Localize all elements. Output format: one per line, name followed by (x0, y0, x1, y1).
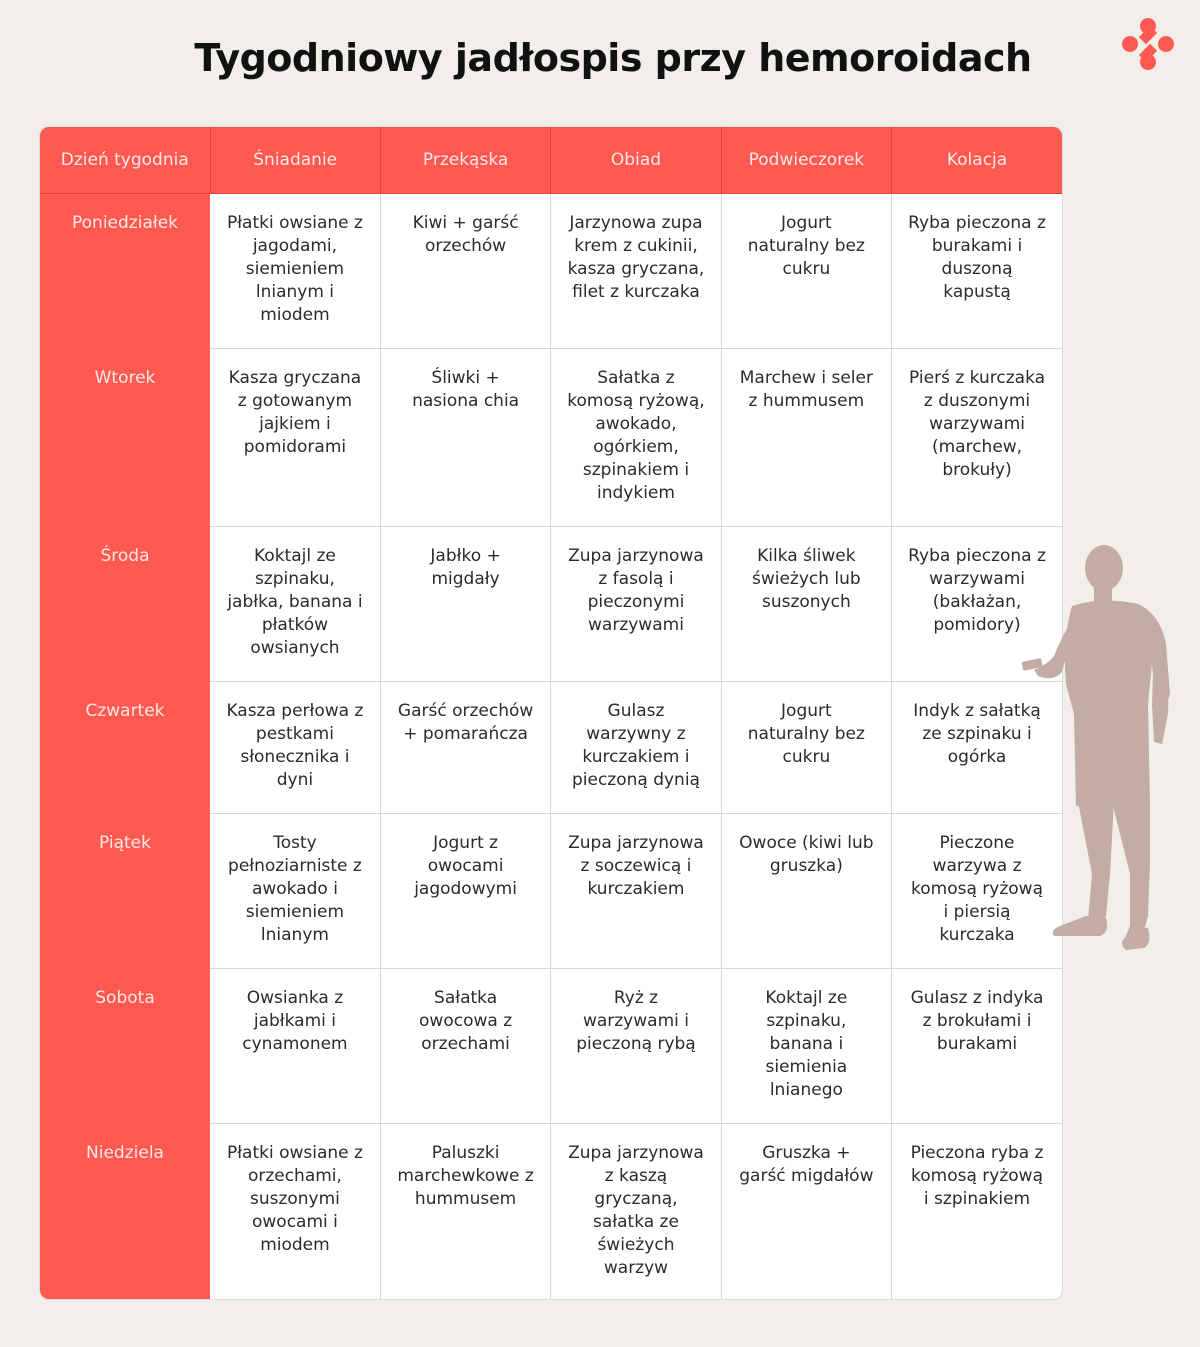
meal-cell: Kiwi + garść orzechów (380, 193, 552, 349)
meal-cell: Jogurt naturalny bez cukru (721, 193, 893, 349)
meal-cell: Zupa jarzynowa z kaszą gryczaną, sałatka… (550, 1123, 722, 1299)
meal-plan-table: Dzień tygodnia Śniadanie Przekąska Obiad… (39, 126, 1063, 1300)
meal-cell: Koktajl ze szpinaku, banana i siemienia … (721, 968, 893, 1124)
table-row: Wtorek Kasza gryczana z gotowanym jajkie… (40, 348, 1062, 527)
meal-cell: Paluszki marchewkowe z hummusem (380, 1123, 552, 1299)
header-row: Dzień tygodnia Śniadanie Przekąska Obiad… (40, 127, 1062, 194)
meal-cell: Śliwki + nasiona chia (380, 348, 552, 527)
meal-cell: Jogurt z owocami jagodowymi (380, 813, 552, 969)
meal-cell: Pieczona ryba z komosą ryżową i szpinaki… (910, 1143, 1044, 1209)
day-cell: Wtorek (40, 348, 210, 527)
meal-cell: Ryż z warzywami i pieczoną rybą (550, 968, 722, 1124)
brand-logo-icon (1122, 18, 1174, 70)
day-cell: Czwartek (40, 681, 210, 814)
meal-cell: Ryba pieczona z burakami i duszoną kapus… (891, 193, 1062, 349)
meal-cell: Zupa jarzynowa z fasolą i pieczonymi war… (550, 526, 722, 682)
day-cell: Środa (40, 526, 210, 682)
meal-cell: Gulasz warzywny z kurczakiem i pieczoną … (550, 681, 722, 814)
meal-cell: Marchew i seler z hummusem (721, 348, 893, 527)
meal-cell: Gruszka + garść migdałów (721, 1123, 893, 1299)
header-snack: Przekąska (380, 127, 552, 194)
meal-cell: Ryba pieczona z warzywami (bakłażan, pom… (891, 526, 1062, 682)
table-row: Środa Koktajl ze szpinaku, jabłka, banan… (40, 526, 1062, 682)
meal-cell: Płatki owsiane z orzechami, suszonymi ow… (210, 1123, 381, 1299)
meal-cell: Kasza gryczana z gotowanym jajkiem i pom… (210, 348, 381, 527)
header-day: Dzień tygodnia (40, 127, 211, 194)
meal-cell: Kilka śliwek świeżych lub suszonych (721, 526, 893, 682)
day-cell: Niedziela (40, 1123, 210, 1299)
meal-cell: Kasza perłowa z pestkami słonecznika i d… (210, 681, 381, 814)
meal-cell: Owoce (kiwi lub gruszka) (721, 813, 893, 969)
day-cell: Poniedziałek (40, 193, 210, 349)
person-with-phone-silhouette-icon (1021, 545, 1170, 950)
meal-cell: Jogurt naturalny bez cukru (721, 681, 893, 814)
header-lunch: Obiad (550, 127, 722, 194)
meal-cell: Tosty pełnoziarniste z awokado i siemien… (210, 813, 381, 969)
day-cell: Piątek (40, 813, 210, 969)
table-row: Niedziela Płatki owsiane z orzechami, su… (40, 1123, 1062, 1299)
meal-cell: Koktajl ze szpinaku, jabłka, banana i pł… (210, 526, 381, 682)
meal-cell: Gulasz z indyka z brokułami i burakami (891, 968, 1062, 1124)
header-breakfast: Śniadanie (210, 127, 381, 194)
page-title: Tygodniowy jadłospis przy hemoroidach (194, 36, 1032, 80)
table-row: Sobota Owsianka z jabłkami i cynamonem S… (40, 968, 1062, 1124)
meal-cell: Sałatka owocowa z orzechami (380, 968, 552, 1124)
meal-cell: Indyk z sałatką ze szpinaku i ogórka (891, 681, 1062, 814)
table-row: Poniedziałek Płatki owsiane z jagodami, … (40, 193, 1062, 349)
meal-cell: Jarzynowa zupa krem z cukinii, kasza gry… (550, 193, 722, 349)
day-cell: Sobota (40, 968, 210, 1124)
meal-cell: Zupa jarzynowa z soczewicą i kurczakiem (550, 813, 722, 969)
table-row: Piątek Tosty pełnoziarniste z awokado i … (40, 813, 1062, 969)
meal-cell: Sałatka z komosą ryżową, awokado, ogórki… (550, 348, 722, 527)
table-row: Czwartek Kasza perłowa z pestkami słonec… (40, 681, 1062, 814)
meal-cell: Płatki owsiane z jagodami, siemieniem ln… (210, 193, 381, 349)
meal-cell: Pierś z kurczaka z duszonymi warzywami (… (891, 348, 1062, 527)
meal-cell: Owsianka z jabłkami i cynamonem (210, 968, 381, 1124)
meal-cell: Pieczone warzywa z komosą ryżową i piers… (891, 813, 1062, 969)
meal-cell: Garść orzechów + pomarańcza (380, 681, 552, 814)
meal-cell: Jabłko + migdały (380, 526, 552, 682)
header-dinner: Kolacja (891, 127, 1062, 194)
header-afternoon-snack: Podwieczorek (721, 127, 893, 194)
